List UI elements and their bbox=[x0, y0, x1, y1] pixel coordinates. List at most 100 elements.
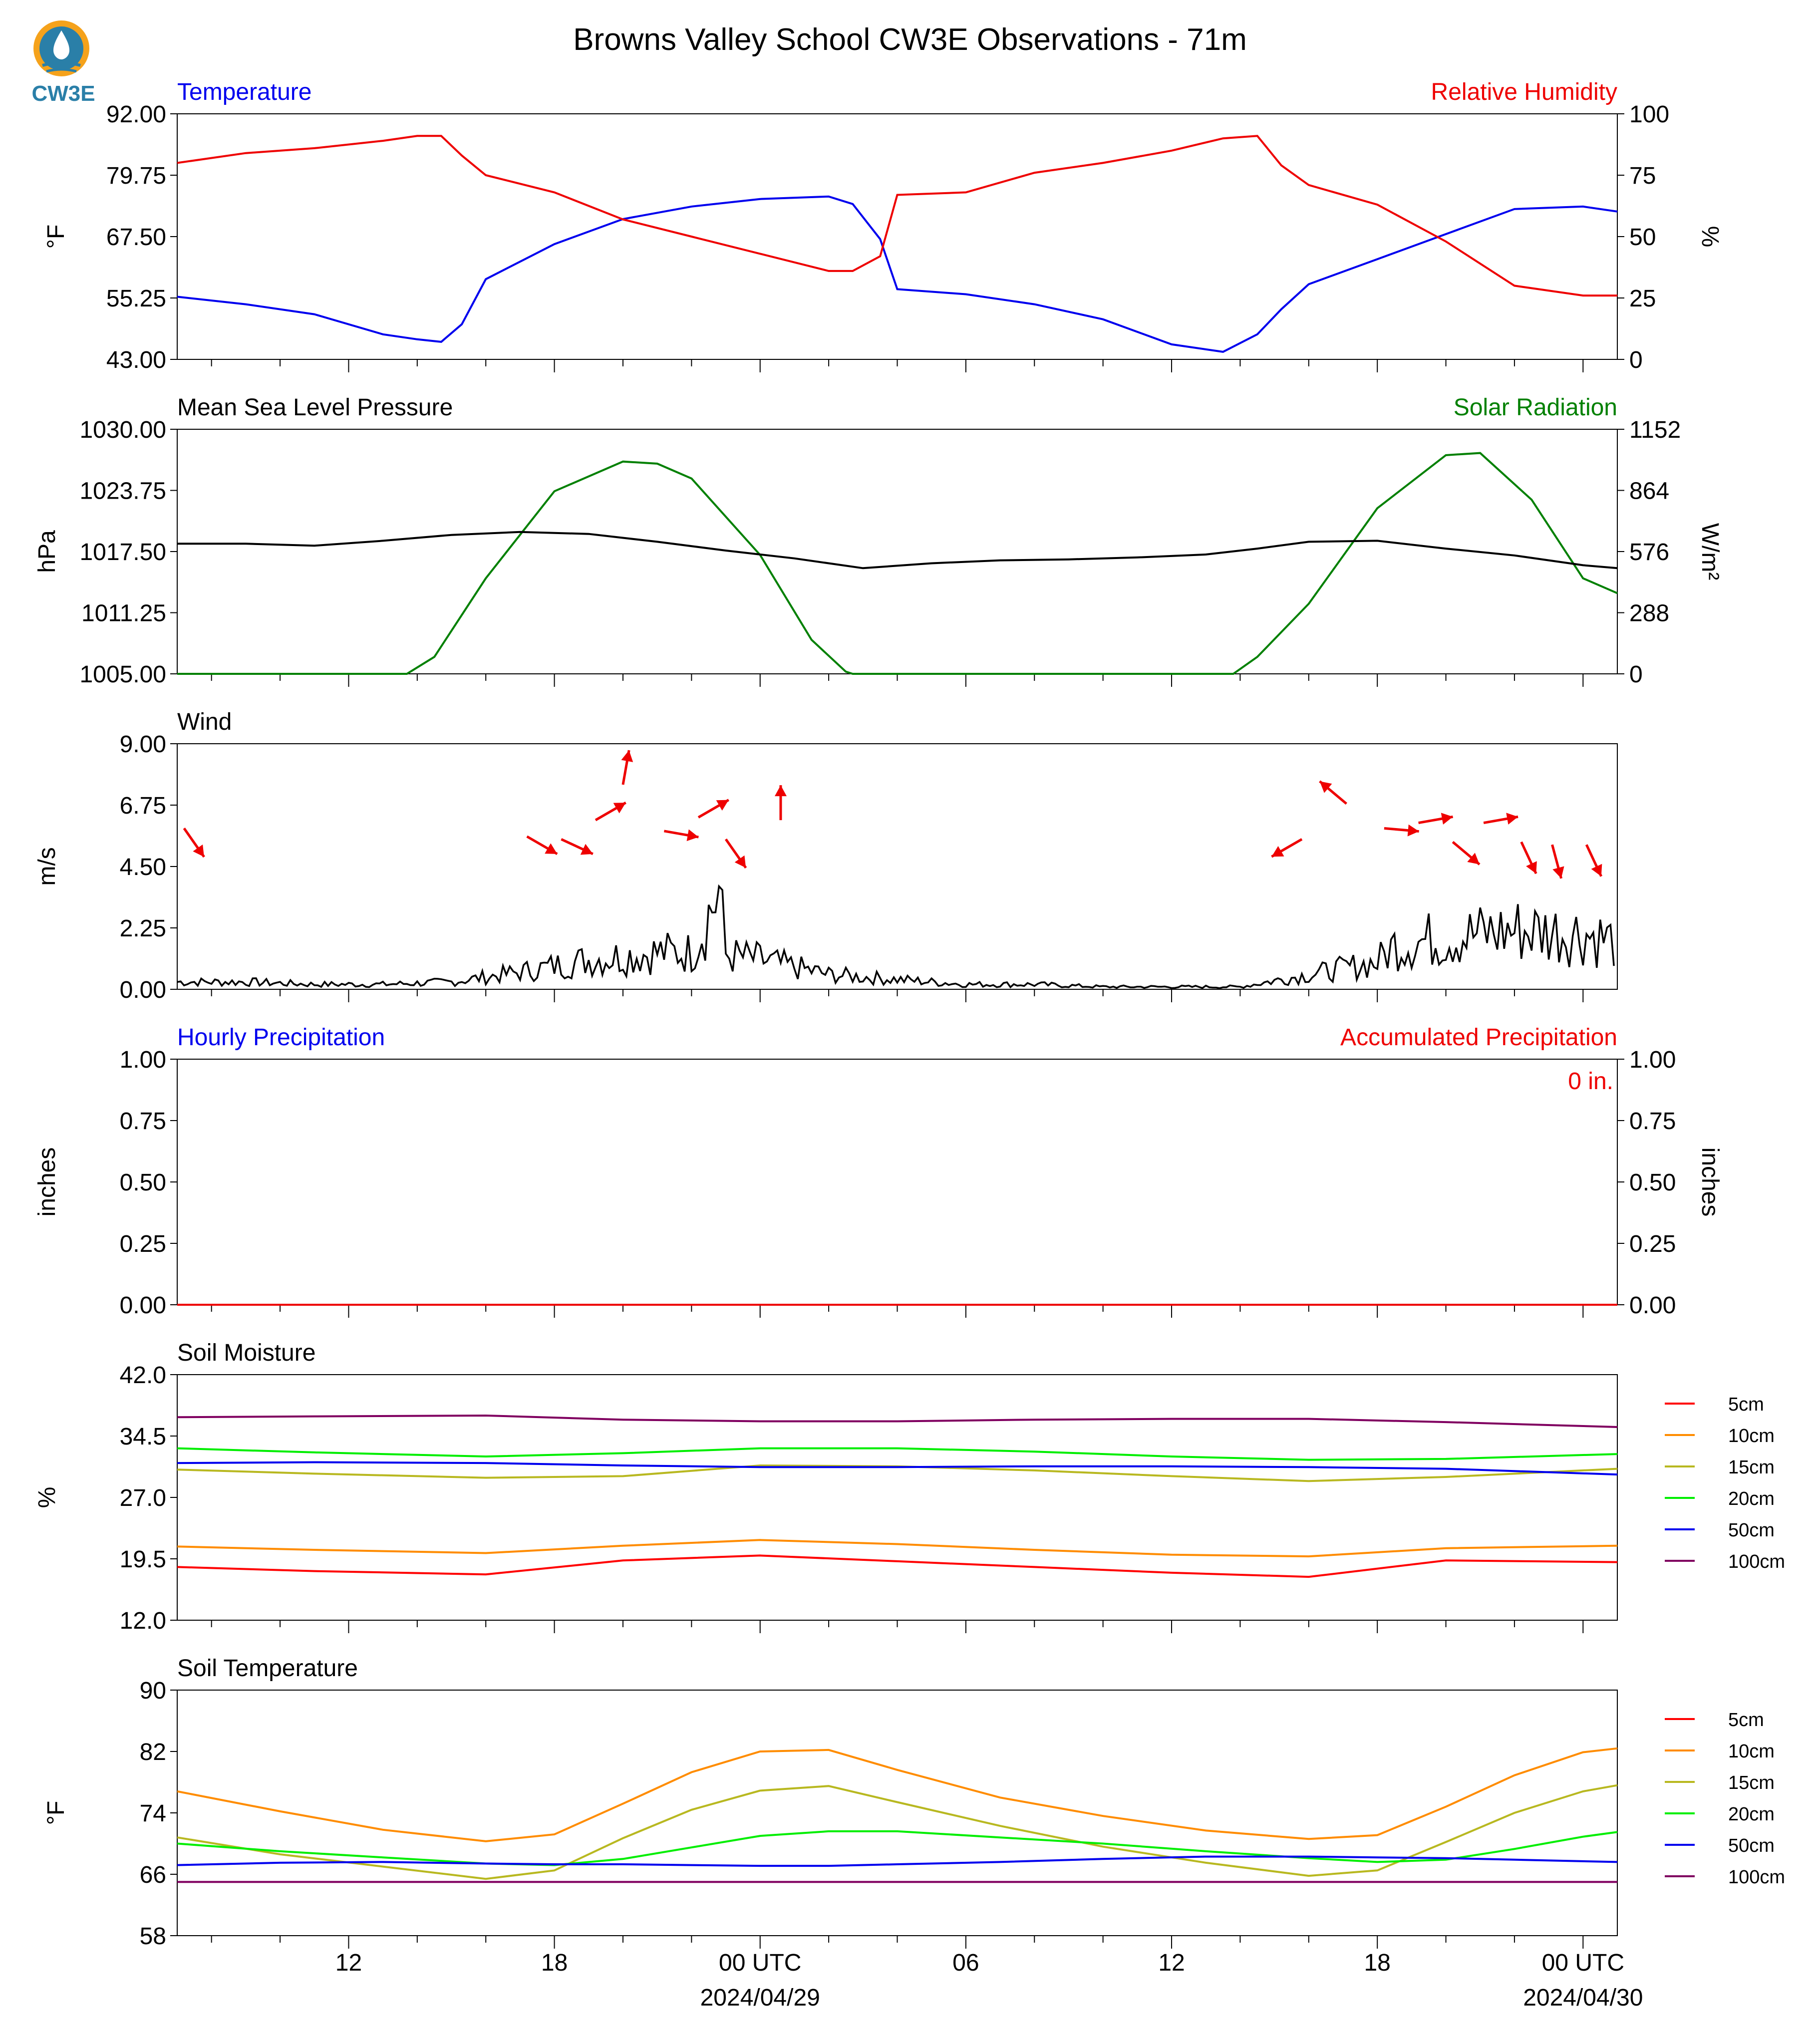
panel-soil_moisture: 12.0 19.5 27.0 34.5 42.0 Soil Moisture% 5cm 10c… bbox=[34, 1340, 1785, 1634]
plot-frame bbox=[177, 1374, 1618, 1621]
y-axis-label: % bbox=[34, 1487, 60, 1508]
cw3e-logo: CW3E bbox=[27, 17, 102, 112]
panel-title-left: Soil Moisture bbox=[177, 1340, 315, 1366]
y-tick-label-right: 1152 bbox=[1629, 417, 1681, 443]
x-tick-label: 18 bbox=[1364, 1950, 1390, 1976]
wind-arrow bbox=[1585, 844, 1603, 877]
y-axis-label: °F bbox=[43, 1801, 69, 1825]
y-tick-label-right: 0.75 bbox=[1629, 1108, 1676, 1135]
panel-soil_temperature: 58 66 74 82 90 Soil Temperature °F 5cm 10cm 15cm 2… bbox=[43, 1655, 1785, 1950]
series-50cm bbox=[177, 1461, 1618, 1476]
y-axis-label-right: % bbox=[1697, 226, 1723, 248]
wind-arrow bbox=[621, 750, 633, 785]
wind-arrow bbox=[526, 835, 558, 856]
panel-title-right: Solar Radiation bbox=[1454, 394, 1617, 421]
y-tick-label: 1023.75 bbox=[79, 478, 166, 505]
series-solar-radiation bbox=[177, 452, 1618, 675]
panel-precip: 0.00 0.25 0.50 0.75 1.00 0.00 0.25 0.50 0.75 1.00… bbox=[34, 1024, 1723, 1319]
x-tick-label: 18 bbox=[541, 1950, 568, 1976]
y-tick-label: 74 bbox=[140, 1800, 166, 1827]
panel-wind: 0.00 2.25 4.50 6.75 9.00 Wind m/s bbox=[34, 709, 1618, 1003]
wind-arrow bbox=[697, 799, 729, 819]
y-axis-label-right: W/m² bbox=[1697, 523, 1723, 580]
series-10cm bbox=[177, 1539, 1618, 1558]
plot-frame bbox=[177, 1059, 1618, 1305]
panel-title-left: Hourly Precipitation bbox=[177, 1024, 385, 1051]
legend: 5cm 10cm 15cm 20cm 50cm 100cm bbox=[1665, 1710, 1785, 1888]
series-wind-speed bbox=[177, 884, 1615, 989]
x-tick-label: 00 UTC bbox=[719, 1950, 801, 1976]
series-50cm bbox=[177, 1855, 1618, 1867]
wind-arrow bbox=[595, 801, 626, 822]
wind-arrow bbox=[1452, 841, 1481, 866]
y-tick-label-right: 0.00 bbox=[1629, 1292, 1676, 1319]
legend-label: 20cm bbox=[1728, 1804, 1775, 1825]
plot-frame bbox=[177, 1690, 1618, 1936]
legend-label: 10cm bbox=[1728, 1741, 1775, 1762]
y-tick-label: 0.00 bbox=[120, 1292, 166, 1319]
series-pressure bbox=[177, 531, 1618, 570]
y-tick-label-right: 100 bbox=[1629, 101, 1669, 128]
figure-title: Browns Valley School CW3E Observations -… bbox=[573, 22, 1247, 57]
x-date-label: 2024/04/29 bbox=[700, 1985, 820, 2011]
y-tick-label: 67.50 bbox=[106, 224, 166, 251]
wind-arrow bbox=[1520, 841, 1537, 874]
x-tick-label: 06 bbox=[952, 1950, 979, 1976]
cw3e-logo-icon bbox=[33, 20, 89, 76]
y-tick-label: 0.00 bbox=[120, 977, 166, 1003]
series-temperature bbox=[177, 195, 1618, 353]
y-tick-label-right: 0 bbox=[1629, 347, 1643, 373]
y-tick-label: 66 bbox=[140, 1862, 166, 1888]
series-15cm bbox=[177, 1784, 1618, 1880]
y-tick-label: 58 bbox=[140, 1923, 166, 1950]
y-tick-label: 1017.50 bbox=[79, 539, 166, 566]
series-10cm bbox=[177, 1747, 1618, 1842]
wind-arrow bbox=[561, 838, 594, 856]
legend-label: 50cm bbox=[1728, 1835, 1775, 1856]
y-tick-label: 12.0 bbox=[120, 1608, 166, 1634]
wind-arrow bbox=[1271, 838, 1303, 858]
y-tick-label-right: 75 bbox=[1629, 163, 1656, 189]
legend-label: 5cm bbox=[1728, 1394, 1764, 1415]
y-tick-label: 1011.25 bbox=[81, 600, 166, 627]
y-tick-label: 1030.00 bbox=[79, 417, 166, 443]
time-axis: 12 18 00 UTC 06 12 18 00 UTC 2024/04/29 2024/04/… bbox=[335, 1950, 1643, 2011]
y-axis-label: inches bbox=[34, 1148, 60, 1217]
legend-label: 10cm bbox=[1728, 1426, 1775, 1447]
y-tick-label-right: 0.50 bbox=[1629, 1169, 1676, 1196]
series-relative-humidity bbox=[177, 135, 1617, 297]
y-tick-label: 6.75 bbox=[120, 793, 166, 819]
y-tick-label: 19.5 bbox=[120, 1546, 166, 1573]
series-20cm bbox=[177, 1447, 1618, 1461]
panel-title-right: Accumulated Precipitation bbox=[1340, 1024, 1617, 1051]
plot-frame bbox=[177, 429, 1618, 674]
y-tick-label-right: 288 bbox=[1629, 600, 1669, 627]
legend-label: 50cm bbox=[1728, 1520, 1775, 1541]
panel-pressure_solar: 1005.00 1011.25 1017.50 1023.75 1030.00 0 288 5… bbox=[34, 394, 1723, 688]
legend-label: 100cm bbox=[1728, 1867, 1785, 1888]
wind-arrow bbox=[663, 829, 699, 842]
logo-text: CW3E bbox=[31, 81, 95, 106]
panel-title-left: Wind bbox=[177, 709, 232, 735]
plot-frame bbox=[177, 743, 1618, 990]
panel-title-left: Temperature bbox=[177, 79, 311, 105]
series-100cm bbox=[177, 1414, 1618, 1428]
legend-label: 15cm bbox=[1728, 1457, 1775, 1478]
y-tick-label: 4.50 bbox=[120, 854, 166, 880]
legend: 5cm 10cm 15cm 20cm 50cm 100cm bbox=[1665, 1394, 1785, 1572]
wind-arrow bbox=[183, 828, 205, 858]
x-date-label: 2024/04/30 bbox=[1523, 1985, 1643, 2011]
accumulated-total-label: 0 in. bbox=[1568, 1068, 1613, 1095]
y-axis-label: hPa bbox=[34, 530, 60, 573]
y-tick-label-right: 50 bbox=[1629, 224, 1656, 251]
panel-title-left: Mean Sea Level Pressure bbox=[177, 394, 453, 421]
y-tick-label: 9.00 bbox=[120, 731, 166, 758]
y-tick-label: 0.50 bbox=[120, 1169, 166, 1196]
y-tick-label: 92.00 bbox=[106, 101, 166, 128]
y-tick-label: 34.5 bbox=[120, 1424, 166, 1450]
y-tick-label-right: 1.00 bbox=[1629, 1047, 1676, 1073]
y-axis-label: °F bbox=[43, 225, 69, 249]
x-tick-label: 00 UTC bbox=[1542, 1950, 1624, 1976]
legend-label: 15cm bbox=[1728, 1772, 1775, 1793]
